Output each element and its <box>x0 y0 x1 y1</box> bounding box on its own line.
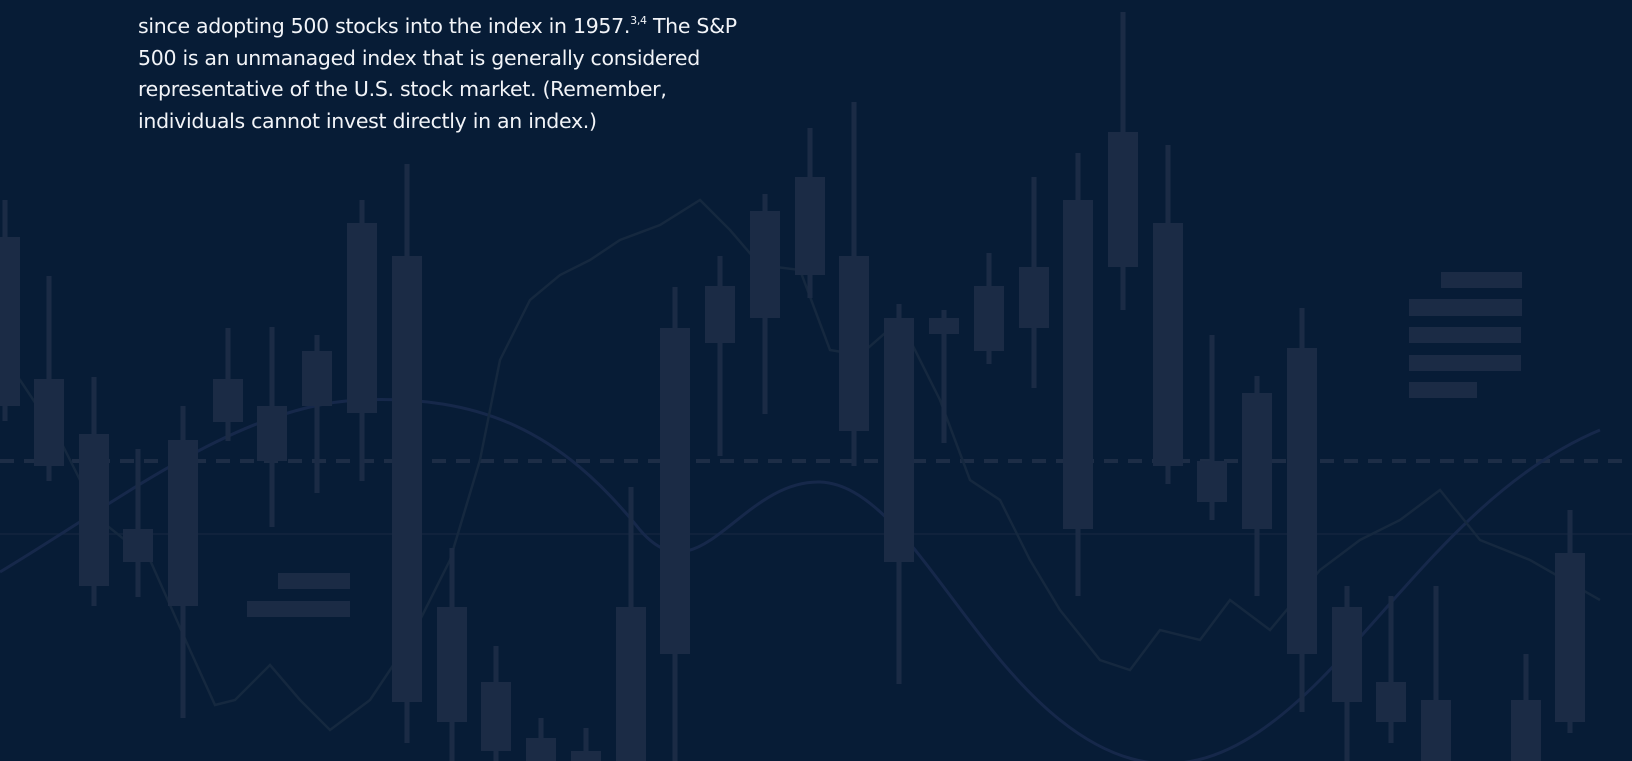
footnote-ref: 3,4 <box>630 14 647 27</box>
menu-bar <box>1441 272 1522 288</box>
candle-body <box>123 529 153 562</box>
candle-body <box>1287 348 1317 654</box>
candle-body <box>1242 393 1272 529</box>
menu-bar <box>1409 327 1521 343</box>
candle-body <box>34 379 64 466</box>
candle-body <box>1421 700 1451 761</box>
candle-body <box>213 379 243 422</box>
candle-wick <box>136 449 141 597</box>
menu-bar <box>1409 355 1521 371</box>
candle-body <box>168 440 198 606</box>
bars-icon <box>247 573 350 617</box>
page-body: since adopting 500 stocks into the index… <box>0 0 1632 761</box>
icon-bar <box>278 573 350 589</box>
candle-body <box>79 434 109 586</box>
candle-body <box>526 738 556 761</box>
candle-body <box>1197 461 1227 502</box>
candle-body <box>347 223 377 413</box>
candle-body <box>660 328 690 654</box>
candle-body <box>929 318 959 334</box>
candle-body <box>571 751 601 761</box>
candle-body <box>616 607 646 761</box>
candle-body <box>1063 200 1093 529</box>
candle-body <box>1019 267 1049 328</box>
candle-body <box>974 286 1004 351</box>
candle-body <box>437 607 467 722</box>
candle-body <box>302 351 332 406</box>
candle-body <box>392 256 422 702</box>
candle-body <box>481 682 511 751</box>
candle-body <box>1511 700 1541 761</box>
candle-body <box>257 406 287 461</box>
candle-body <box>1376 682 1406 722</box>
candle-body <box>795 177 825 275</box>
candle-body <box>1108 132 1138 267</box>
icon-bar <box>247 601 350 617</box>
candle-body <box>705 286 735 343</box>
candle-body <box>1153 223 1183 466</box>
menu-icon <box>1409 272 1522 398</box>
candle-body <box>0 237 20 406</box>
candle-body <box>1332 607 1362 702</box>
candle-body <box>750 211 780 318</box>
menu-bar <box>1409 299 1522 316</box>
paragraph-text: since adopting 500 stocks into the index… <box>138 14 630 38</box>
candle-body <box>884 318 914 562</box>
candle-body <box>1555 553 1585 722</box>
wave-line <box>0 400 1600 761</box>
candle-body <box>839 256 869 431</box>
menu-bar <box>1409 382 1477 398</box>
page: S&P 500 note {"paragraph": { "text_befor… <box>0 0 1632 761</box>
paragraph: since adopting 500 stocks into the index… <box>138 11 778 137</box>
